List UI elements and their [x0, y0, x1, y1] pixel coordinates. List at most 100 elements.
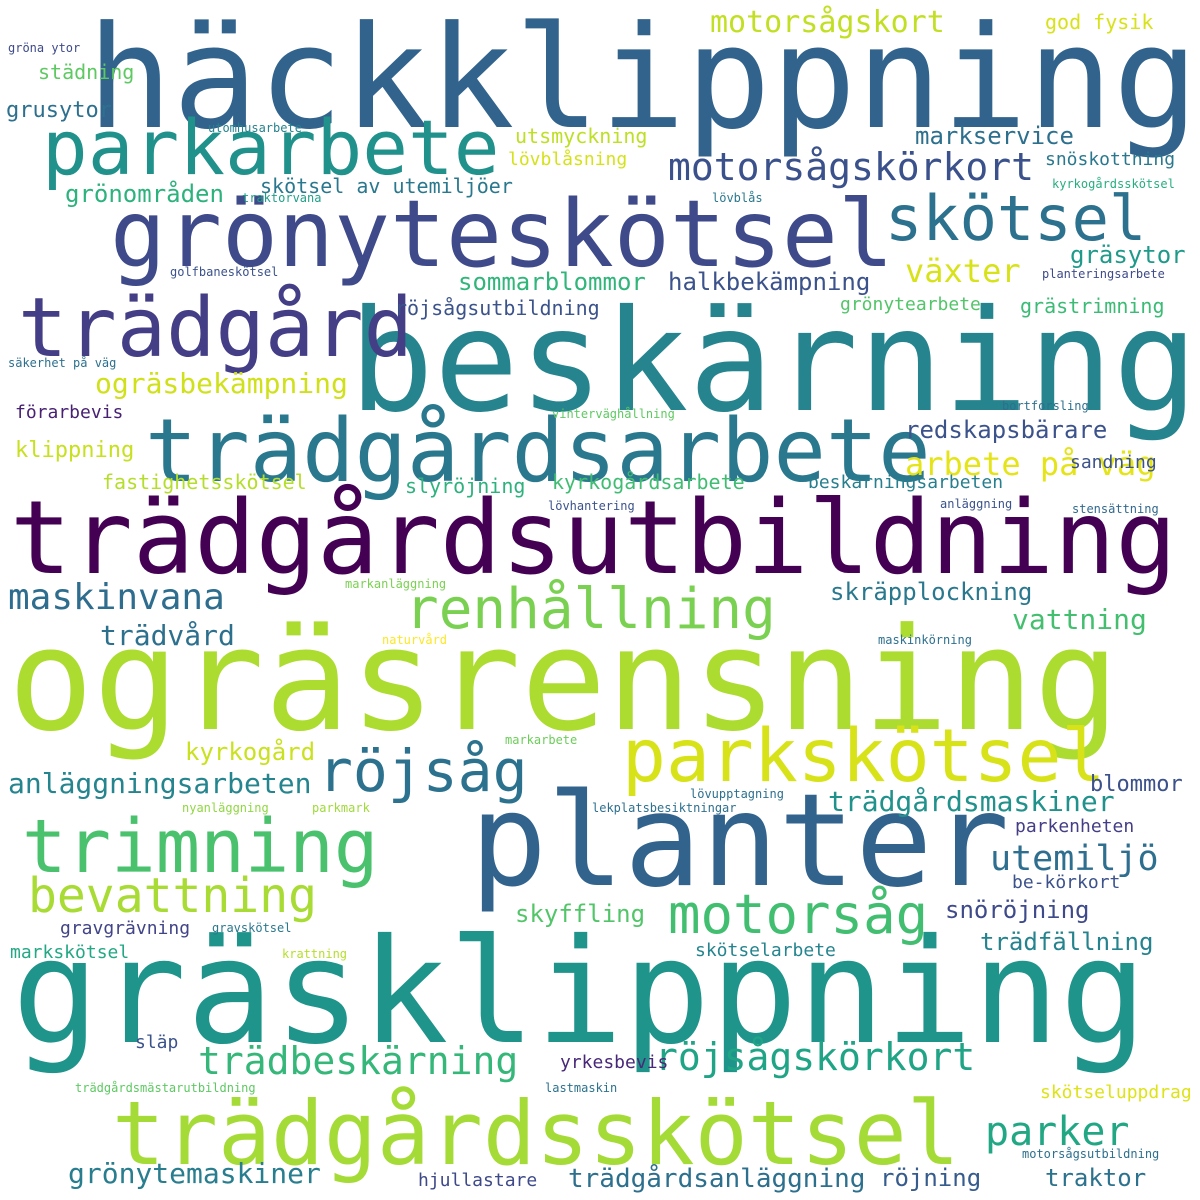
word-utemiljo: utemiljö — [990, 839, 1159, 879]
word-gronyteskotsel: grönyteskötsel — [110, 180, 894, 288]
word-bortforsling: bortforsling — [1002, 399, 1089, 413]
word-markskotsel: markskötsel — [10, 942, 130, 963]
word-skotsel-av-utemiljoer: skötsel av utemiljöer — [260, 174, 513, 198]
word-tradgard: trädgård — [18, 281, 413, 376]
word-hackklippning: häckklippning — [87, 0, 1199, 161]
word-lovblasning: lövblåsning — [508, 149, 628, 170]
word-kyrkogardsarbete: kyrkogårdsarbete — [552, 470, 745, 494]
word-anlaggningsarbeten: anläggningsarbeten — [8, 767, 312, 800]
word-fastighetsskotsel: fastighetsskötsel — [102, 470, 307, 494]
word-yrkesbevis: yrkesbevis — [560, 1052, 669, 1073]
word-tradgardsanlaggning: trädgårdsanläggning — [568, 1164, 866, 1194]
word-gronytearbete: grönytearbete — [840, 294, 981, 315]
word-skotsel: skötsel — [885, 182, 1147, 255]
word-vattning: vattning — [1012, 603, 1147, 636]
word-bevattning: bevattning — [28, 868, 317, 924]
word-traktor: traktor — [1045, 1164, 1147, 1192]
word-kyrkogardsskotsel: kyrkogårdsskötsel — [1052, 177, 1175, 191]
word-gronomraden: grönområden — [65, 180, 224, 208]
word-gravgravning: gravgrävning — [60, 918, 191, 939]
word-klippning: klippning — [15, 438, 135, 463]
word-lekplatsbesiktningar: lekplatsbesiktningar — [592, 801, 737, 815]
word-utomhusarbete: utomhusarbete — [208, 121, 302, 135]
word-krattning: krattning — [282, 947, 348, 961]
word-motorsagskorkort: motorsågskörkort — [668, 145, 1035, 189]
word-snorojning: snöröjning — [945, 896, 1090, 924]
word-lovblas: lövblås — [712, 191, 763, 205]
word-ograsbekampning: ogräsbekämpning — [95, 367, 348, 400]
word-tradgardsmaskiner: trädgårdsmaskiner — [828, 785, 1115, 818]
word-tradfallning: trädfällning — [980, 928, 1154, 956]
word-lovupptagning: lövupptagning — [690, 787, 784, 801]
word-grastrimning: grästrimning — [1020, 294, 1165, 318]
word-stensattning: stensättning — [1072, 502, 1159, 516]
word-tradgardsskotsel: trädgårdsskötsel — [112, 1082, 960, 1185]
word-motorsagsutbildning: motorsågsutbildning — [1022, 1147, 1160, 1161]
word-motorsagskort: motorsågskort — [710, 5, 945, 40]
word-blommor: blommor — [1090, 772, 1183, 797]
word-skotseluppdrag: skötseluppdrag — [1040, 1082, 1192, 1103]
word-traktorvana: traktorvana — [242, 191, 322, 205]
word-skotselarbete: skötselarbete — [695, 940, 836, 961]
word-motorsag: motorsåg — [668, 883, 929, 946]
word-rojsagskorkort: röjsågskörkort — [655, 1035, 976, 1079]
word-tradgardsarbete: trädgårdsarbete — [145, 400, 931, 502]
word-rojning: röjning — [880, 1164, 982, 1192]
word-slap: släp — [135, 1032, 179, 1053]
word-parker: parker — [985, 1109, 1130, 1155]
word-god-fysik: god fysik — [1045, 10, 1154, 34]
word-tradvard: trädvård — [100, 619, 235, 652]
word-markservice: markservice — [915, 122, 1074, 150]
word-planter: planter — [470, 767, 1010, 916]
word-ograsrensning: ogräsrensning — [8, 598, 1120, 763]
word-snoskottning: snöskottning — [1045, 149, 1176, 170]
word-maskinkorning: maskinkörning — [878, 633, 972, 647]
word-parkskotsel: parkskötsel — [622, 714, 1106, 799]
word-tradbeskarning: trädbeskärning — [198, 1039, 519, 1083]
word-renhallning: renhållning — [405, 577, 776, 642]
word-anlaggning: anläggning — [940, 497, 1013, 511]
word-halkbekampning: halkbekämpning — [668, 268, 871, 296]
word-naturvard: naturvård — [382, 633, 448, 647]
word-parkenheten: parkenheten — [1015, 816, 1135, 837]
word-beskarning: beskärning — [349, 280, 1198, 444]
word-planteringsarbete: planteringsarbete — [1042, 267, 1165, 281]
word-arbete-pa-vag: arbete på väg — [905, 445, 1156, 483]
word-redskapsbarare: redskapsbärare — [905, 416, 1108, 444]
word-grona-ytor: gröna ytor — [8, 41, 81, 55]
word-sandning: sandning — [1070, 452, 1157, 473]
word-skyffling: skyffling — [515, 900, 646, 928]
word-gronytemaskiner: grönytemaskiner — [68, 1157, 321, 1190]
word-sommarblommor: sommarblommor — [458, 268, 646, 296]
word-kyrkogard: kyrkogård — [185, 738, 316, 766]
word-forarbevis: förarbevis — [15, 402, 124, 423]
word-maskinvana: maskinvana — [8, 577, 225, 618]
word-parkmark: parkmark — [312, 801, 370, 815]
word-be-korkort: be-körkort — [1012, 872, 1121, 893]
word-parkarbete: parkarbete — [42, 103, 500, 192]
word-sakerhet-pa-vag: säkerhet på väg — [8, 356, 117, 370]
word-utsmyckning: utsmyckning — [515, 124, 648, 148]
word-grusytor: grusytor — [6, 98, 112, 123]
word-stadning: städning — [38, 60, 135, 84]
word-markarbete: markarbete — [505, 733, 578, 747]
word-tradgardsutbildning: trädgårdsutbildning — [10, 479, 1177, 598]
word-grasklippning: gräsklippning — [12, 908, 1147, 1077]
word-lovhantering: lövhantering — [548, 499, 635, 513]
word-golfbaneskotsel: golfbaneskötsel — [170, 265, 279, 279]
word-trimning: trimning — [22, 804, 379, 890]
word-vintervaghallning: vinterväghållning — [552, 407, 675, 421]
word-lastmaskin: lastmaskin — [545, 1081, 618, 1095]
word-skrapplockning: skräpplockning — [830, 578, 1033, 606]
word-hjullastare: hjullastare — [418, 1170, 538, 1191]
word-vaxter: växter — [905, 252, 1021, 290]
word-grasytor: gräsytor — [1070, 241, 1186, 269]
word-gravskotsel: gravskötsel — [212, 921, 292, 935]
word-rojsag: röjsåg — [318, 737, 528, 805]
word-tradgardsmastarutbildning: trädgårdsmästarutbildning — [75, 1081, 256, 1095]
word-rojsagsutbildning: röjsågsutbildning — [395, 296, 600, 320]
word-nyanlaggning: nyanläggning — [182, 801, 269, 815]
word-slyrojning: slyröjning — [405, 474, 526, 498]
word-beskarningsarbeten: beskärningsarbeten — [808, 472, 1004, 493]
